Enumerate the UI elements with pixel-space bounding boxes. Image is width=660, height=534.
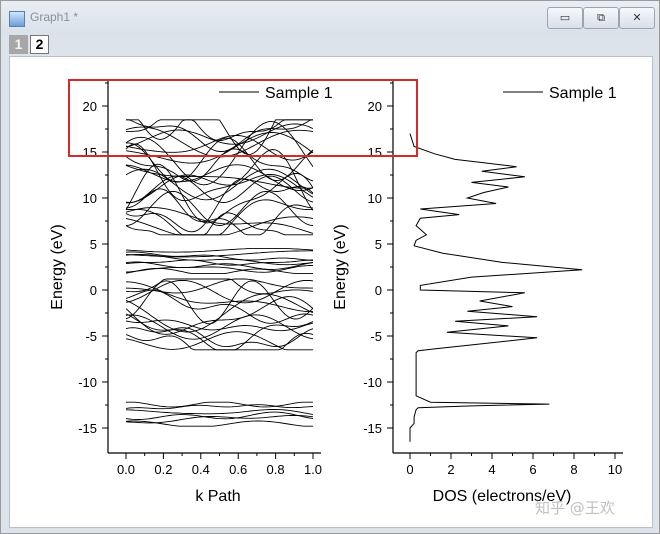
- band-panel-ytick-label: 0: [90, 283, 97, 298]
- dos-panel-ytick-label: 20: [368, 99, 382, 114]
- band-line: [125, 332, 314, 351]
- band-panel-ylabel: Energy (eV): [49, 224, 66, 309]
- dos-panel-ylabel: Energy (eV): [332, 224, 349, 309]
- band-line: [126, 401, 313, 408]
- dos-panel-xtick-label: 6: [529, 462, 536, 477]
- dos-panel-legend-label: Sample 1: [549, 85, 617, 102]
- band-panel-xtick-label: 0.8: [267, 462, 285, 477]
- band-line: [125, 174, 314, 204]
- band-line: [125, 259, 314, 266]
- band-line: [125, 188, 314, 236]
- highlight-box: [68, 79, 418, 157]
- window-title: Graph1 *: [30, 10, 79, 24]
- band-line: [125, 281, 313, 313]
- band-panel-ytick-label: -15: [78, 421, 97, 436]
- band-panel-xtick-label: 0.0: [117, 462, 135, 477]
- title-bar[interactable]: Graph1 * ▭ ⧉ ✕: [1, 1, 659, 35]
- layer-tab-1[interactable]: 1: [9, 35, 28, 54]
- close-button[interactable]: ✕: [619, 7, 655, 29]
- graph-window-icon: [9, 11, 25, 27]
- band-panel-ytick-label: 15: [83, 145, 97, 160]
- dos-panel-xtick-label: 0: [406, 462, 413, 477]
- band-line: [125, 280, 314, 325]
- dos-panel-ytick-label: -5: [370, 329, 382, 344]
- dos-panel-xtick-label: 4: [488, 462, 495, 477]
- band-line: [125, 279, 314, 304]
- band-line: [125, 313, 314, 351]
- band-line: [125, 327, 314, 348]
- band-line: [125, 265, 314, 273]
- restore-button[interactable]: ⧉: [583, 7, 619, 29]
- dos-panel-ytick-label: -15: [363, 421, 382, 436]
- band-line: [125, 212, 313, 236]
- band-panel-ytick-label: 5: [90, 237, 97, 252]
- dos-panel-xtick-label: 2: [447, 462, 454, 477]
- band-line: [125, 314, 314, 340]
- band-line: [125, 175, 314, 203]
- band-line: [125, 148, 314, 182]
- graph-page[interactable]: [9, 56, 653, 528]
- dos-panel-ytick-label: 5: [375, 237, 382, 252]
- band-line: [125, 123, 314, 148]
- band-line: [125, 251, 314, 262]
- band-line: [125, 289, 314, 324]
- dos-panel-xtick-label: 10: [608, 462, 622, 477]
- band-panel-ytick-label: 10: [83, 191, 97, 206]
- band-line: [125, 119, 313, 142]
- dos-panel-ytick-label: 10: [368, 191, 382, 206]
- band-panel-xtick-label: 0.6: [229, 462, 247, 477]
- band-line: [125, 254, 314, 266]
- band-panel-xlabel: k Path: [195, 488, 240, 505]
- band-line: [125, 278, 313, 294]
- band-line: [125, 250, 313, 258]
- band-panel-ytick-label: 20: [83, 99, 97, 114]
- band-panel-legend-label: Sample 1: [265, 85, 333, 102]
- band-line: [126, 119, 313, 155]
- band-line: [125, 143, 314, 211]
- band-line: [125, 190, 314, 226]
- band-line: [125, 404, 314, 410]
- layer-tab-2[interactable]: 2: [30, 35, 49, 54]
- dos-panel-ytick-label: 0: [375, 283, 382, 298]
- dos-panel-xlabel: DOS (electrons/eV): [433, 488, 572, 505]
- dos-panel-ytick-label: 15: [368, 145, 382, 160]
- dos-panel-xtick-label: 8: [570, 462, 577, 477]
- band-panel-xtick-label: 0.4: [192, 462, 210, 477]
- band-line: [125, 411, 314, 420]
- dos-panel-ytick-label: -10: [363, 375, 382, 390]
- band-panel-xtick-label: 0.2: [154, 462, 172, 477]
- band-line: [125, 178, 314, 233]
- minimize-button[interactable]: ▭: [547, 7, 583, 29]
- band-line: [125, 164, 314, 191]
- band-line: [125, 207, 314, 234]
- band-panel-ytick-label: -10: [78, 375, 97, 390]
- band-panel-xtick-label: 1.0: [304, 462, 322, 477]
- band-line: [125, 319, 314, 332]
- band-line: [125, 121, 314, 186]
- band-line: [125, 137, 314, 183]
- band-line: [125, 409, 314, 415]
- band-line: [126, 119, 314, 152]
- watermark: 知乎 @王欢: [535, 499, 615, 517]
- band-line: [125, 199, 313, 236]
- band-line: [125, 168, 314, 201]
- band-panel-ytick-label: -5: [85, 329, 97, 344]
- dos-curve: [409, 133, 583, 442]
- band-line: [125, 420, 313, 427]
- band-line: [125, 278, 314, 295]
- band-line: [125, 163, 314, 224]
- band-line: [125, 134, 314, 161]
- band-line: [125, 248, 314, 253]
- band-line: [125, 414, 314, 424]
- band-line: [125, 331, 313, 351]
